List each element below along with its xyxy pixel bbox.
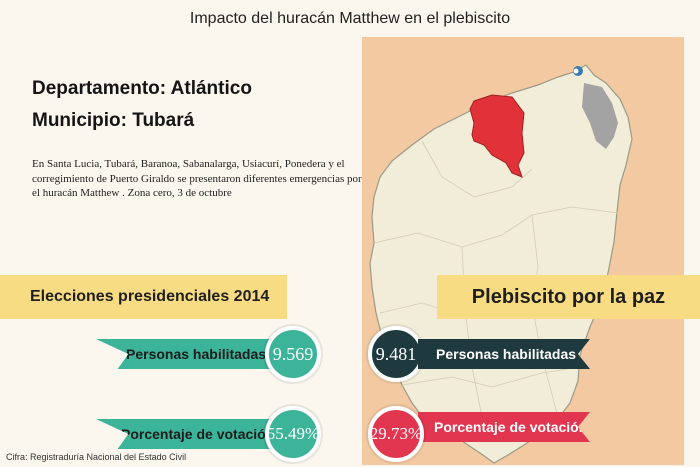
urban-area [582, 83, 618, 149]
left-habilitadas-value: 9.569 [265, 326, 321, 382]
tubara-highlight [469, 94, 525, 178]
left-votacion-value: 55.49% [265, 406, 321, 462]
description-text: En Santa Lucia, Tubará, Baranoa, Sabanal… [32, 158, 362, 199]
left-votacion-label: Porcentaje de votación [96, 419, 276, 449]
departamento-label: Departamento: Atlántico [32, 78, 252, 99]
right-votacion-value: 29.73% [368, 406, 424, 462]
atlantico-map [369, 64, 633, 464]
right-votacion-label: Porcentaje de votación [418, 412, 590, 442]
right-habilitadas-value: 9.481 [368, 326, 424, 382]
river-mouth-inner [573, 68, 579, 74]
municipio-label: Municipio: Tubará [32, 110, 195, 131]
source-note: Cifra: Registraduría Nacional del Estado… [6, 452, 187, 462]
right-habilitadas-label: Personas habilitadas [418, 339, 590, 369]
plebiscito-heading: Plebiscito por la paz [437, 275, 700, 319]
left-habilitadas-label: Personas habilitadas [96, 339, 276, 369]
page-title: Impacto del huracán Matthew en el plebis… [189, 10, 511, 27]
elecciones-2014-heading: Elecciones presidenciales 2014 [0, 275, 287, 319]
